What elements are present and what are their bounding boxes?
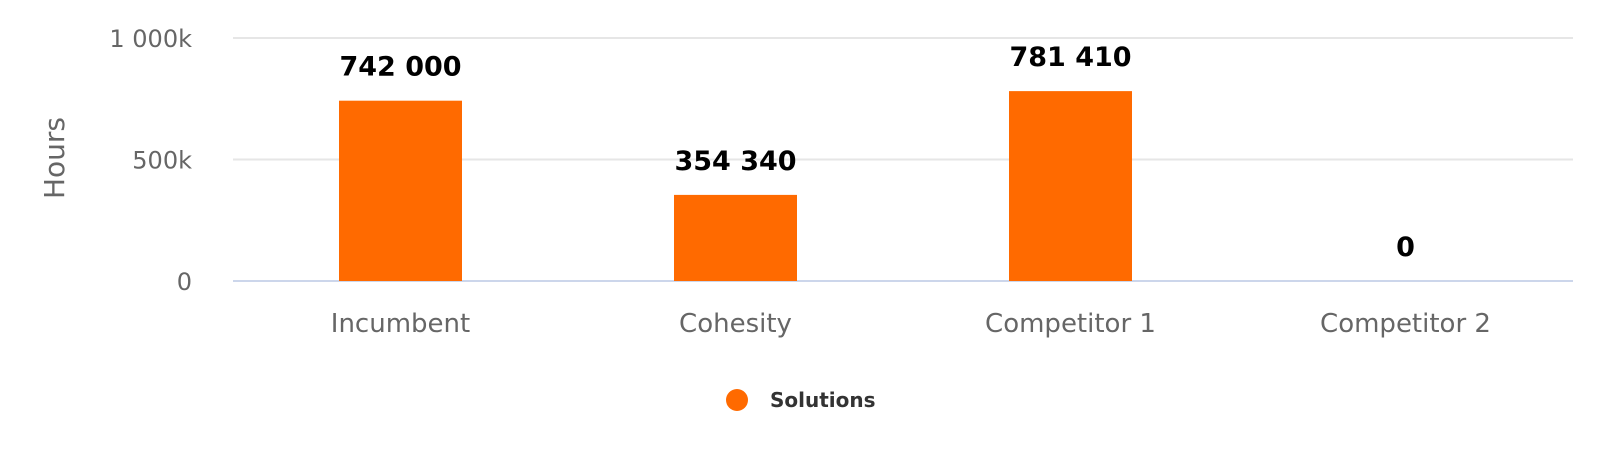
bars [339,91,1132,281]
x-category-label: Incumbent [331,309,470,339]
y-tick-label: 500k [132,147,192,175]
bar[interactable] [339,100,462,281]
data-label: 0 [1396,232,1415,263]
data-labels: 742 000 354 340 781 410 0 [339,42,1414,263]
legend-marker-icon [726,389,748,411]
bar[interactable] [674,194,797,281]
y-tick-label: 1 000k [109,25,192,53]
y-axis-title: Hours [38,117,71,199]
x-category-label: Cohesity [679,309,792,339]
data-label: 781 410 [1009,42,1131,73]
x-category-label: Competitor 2 [1320,309,1491,339]
legend[interactable]: Solutions [726,388,876,412]
x-category-label: Competitor 1 [985,309,1156,339]
data-label: 742 000 [339,52,461,83]
legend-label: Solutions [770,388,876,412]
data-label: 354 340 [674,146,796,177]
y-tick-label: 0 [177,268,192,296]
bar[interactable] [1009,91,1132,281]
y-axis-ticks: 0 500k 1 000k [109,25,192,296]
x-axis-categories: Incumbent Cohesity Competitor 1 Competitor … [331,309,1491,339]
